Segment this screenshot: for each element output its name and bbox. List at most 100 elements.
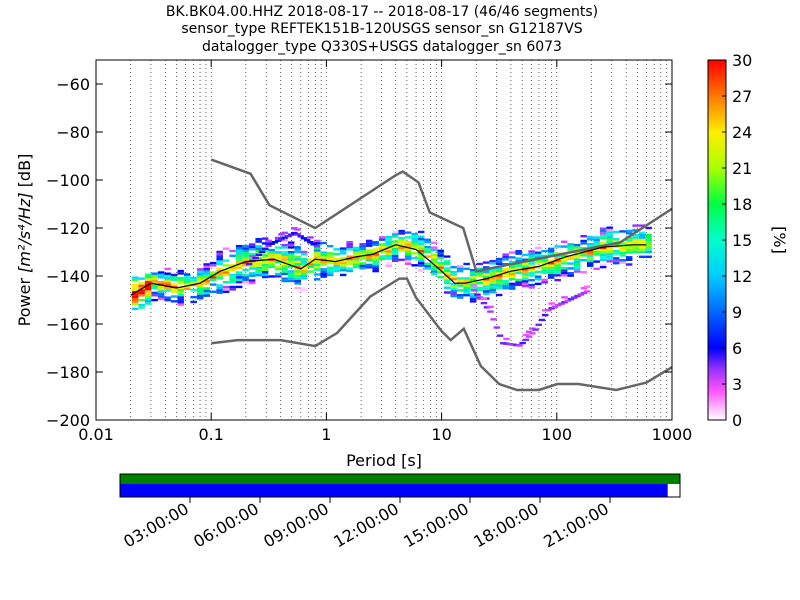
density-cell: [131, 307, 139, 311]
density-cell: [508, 277, 516, 281]
density-cell: [489, 259, 496, 263]
density-cell: [632, 238, 639, 242]
density-cell: [245, 262, 253, 266]
density-cell: [268, 242, 275, 245]
density-cell: [164, 301, 171, 304]
density-cell: [625, 251, 633, 254]
density-cell: [487, 310, 494, 313]
density-cell: [560, 274, 568, 277]
density-cell: [307, 236, 314, 239]
time-tick-label: 03:00:00: [120, 499, 192, 551]
density-cell: [261, 254, 269, 257]
density-cell: [437, 271, 444, 274]
density-cell: [378, 255, 386, 258]
density-cell: [352, 258, 360, 262]
density-cell: [144, 278, 152, 281]
density-cell: [138, 299, 145, 302]
density-cell: [417, 237, 425, 241]
density-cell: [313, 273, 321, 276]
density-cell: [274, 258, 282, 261]
density-cell: [482, 285, 490, 288]
density-cell: [151, 284, 158, 287]
density-cell: [411, 252, 418, 255]
density-cell: [333, 248, 340, 251]
density-cell: [411, 264, 418, 267]
density-cell: [352, 246, 360, 250]
density-cell: [372, 241, 379, 244]
density-cell: [196, 282, 204, 286]
density-cell: [287, 270, 295, 273]
density-cell: [424, 245, 431, 249]
density-cell: [378, 250, 386, 253]
density-cell: [190, 283, 197, 287]
density-cell: [482, 273, 490, 276]
density-cell: [534, 261, 542, 264]
density-cell: [469, 280, 477, 284]
density-cell: [489, 278, 496, 282]
density-cell: [443, 262, 451, 265]
density-cell: [320, 261, 327, 264]
density-cell: [528, 279, 535, 282]
density-cell: [164, 274, 171, 278]
density-cell: [339, 266, 347, 269]
density-cell: [262, 247, 269, 250]
density-cell: [281, 258, 288, 261]
density-cell: [586, 238, 594, 241]
density-cell: [255, 253, 263, 257]
density-cell: [307, 241, 314, 244]
density-cell: [313, 239, 321, 243]
density-cell: [252, 256, 259, 260]
density-cell: [437, 285, 444, 288]
density-cell: [495, 279, 503, 282]
density-cell: [235, 259, 243, 262]
density-cell: [281, 263, 288, 266]
density-cell: [547, 250, 555, 253]
density-cell: [255, 261, 262, 265]
density-cell: [287, 243, 295, 247]
density-cell: [487, 305, 494, 308]
density-cell: [242, 273, 249, 277]
density-cell: [177, 277, 184, 280]
density-cell: [567, 262, 574, 265]
density-cell: [554, 257, 561, 260]
density-cell: [209, 259, 217, 262]
density-cell: [638, 231, 646, 234]
density-cell: [463, 262, 470, 266]
density-cell: [593, 248, 600, 251]
density-cell: [521, 275, 529, 278]
density-cell: [320, 256, 327, 259]
density-cell: [294, 255, 301, 259]
density-cell: [359, 245, 366, 248]
density-cell: [417, 257, 425, 260]
density-cell: [450, 282, 457, 286]
density-cell: [567, 243, 574, 246]
density-cell: [469, 300, 477, 303]
density-cell: [326, 254, 334, 257]
density-cell: [242, 249, 249, 253]
density-cell: [456, 294, 464, 297]
density-cell: [560, 257, 568, 260]
density-cell: [469, 297, 477, 301]
density-cell: [508, 273, 516, 276]
density-cell: [638, 241, 646, 244]
density-cell: [287, 250, 295, 254]
density-cell: [313, 245, 321, 248]
density-cell: [515, 281, 522, 284]
density-cell: [469, 285, 477, 289]
density-cell: [573, 265, 581, 268]
density-cell: [463, 289, 470, 292]
density-cell: [222, 247, 230, 250]
density-cell: [580, 259, 587, 262]
density-cell: [359, 243, 366, 246]
density-cell: [573, 258, 581, 261]
density-cell: [196, 292, 204, 295]
density-cell: [482, 270, 490, 274]
y-tick-label: −180: [46, 363, 90, 382]
density-cell: [268, 265, 275, 269]
density-cell: [564, 299, 572, 302]
density-cell: [638, 238, 646, 242]
density-cell: [456, 289, 464, 292]
density-cell: [183, 287, 191, 291]
density-cell: [404, 255, 412, 258]
density-cell: [170, 295, 178, 298]
